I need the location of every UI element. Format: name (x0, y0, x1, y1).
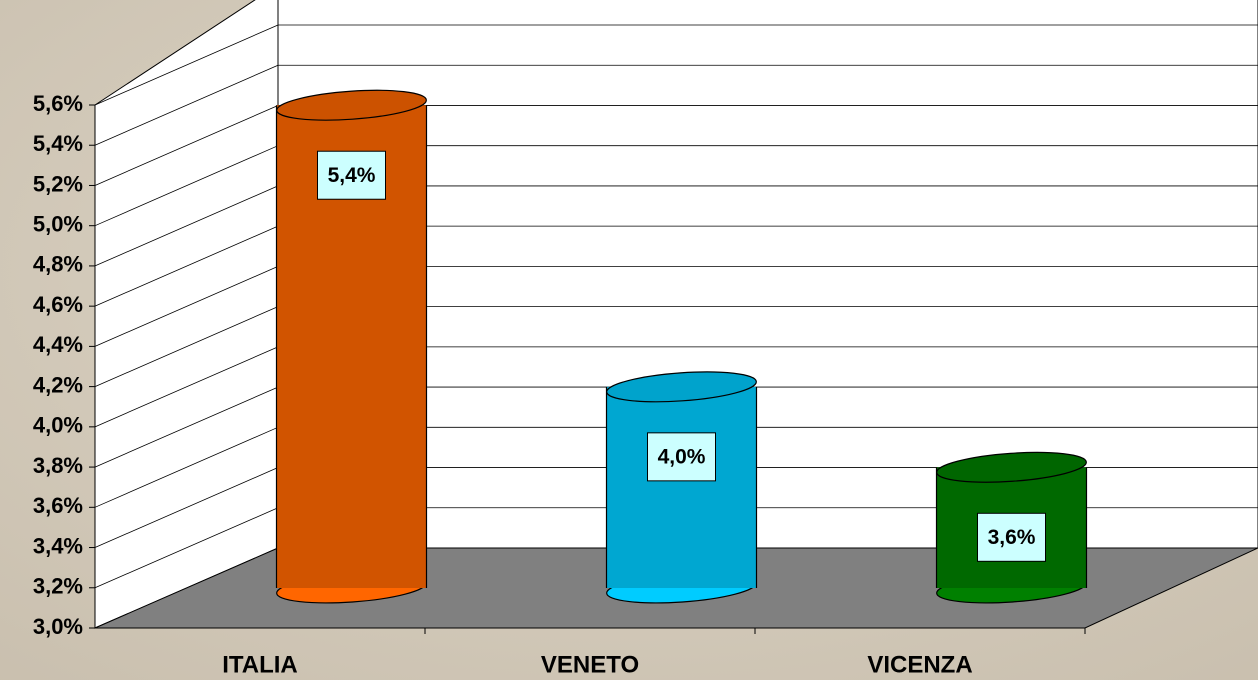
y-tick-label: 4,6% (33, 292, 83, 317)
grid-line (94, 185, 279, 267)
value-label-box (317, 150, 386, 200)
value-label: 4,0% (658, 445, 706, 468)
cylinder-top (606, 371, 757, 403)
y-tick-label: 3,6% (33, 493, 83, 518)
cylinder-shade (606, 386, 757, 588)
value-label-box (977, 512, 1046, 562)
y-tick-label: 5,2% (33, 171, 83, 196)
y-tick-label: 3,8% (33, 453, 83, 478)
grid-line (94, 426, 279, 508)
y-tick-label: 4,2% (33, 372, 83, 397)
value-label: 5,4% (328, 164, 376, 187)
y-tick-label: 3,0% (33, 614, 83, 639)
grid-line (94, 225, 279, 307)
grid-line (94, 306, 279, 387)
grid-line (94, 145, 279, 227)
grid-line (94, 507, 279, 589)
x-tick-label: VICENZA (867, 651, 972, 678)
grid-line (94, 105, 279, 186)
value-label: 3,6% (988, 526, 1036, 549)
side-wall (94, 0, 279, 629)
value-label-box (647, 432, 716, 482)
grid-line (94, 386, 279, 468)
grid-line (94, 467, 279, 548)
y-tick-label: 4,0% (33, 413, 83, 438)
y-tick-label: 4,4% (33, 332, 83, 357)
y-tick-label: 5,0% (33, 212, 83, 237)
x-tick-label: VENETO (541, 651, 639, 678)
y-tick-label: 5,4% (33, 131, 83, 156)
y-tick-label: 3,4% (33, 533, 83, 558)
grid-line (94, 266, 279, 347)
cylinder-top (936, 451, 1087, 483)
cylinder-top (276, 89, 427, 121)
y-tick-label: 5,6% (33, 91, 83, 116)
y-tick-label: 3,2% (33, 574, 83, 599)
grid-line (94, 24, 279, 106)
x-tick-label: ITALIA (222, 651, 298, 678)
y-tick-label: 4,8% (33, 252, 83, 277)
grid-line (94, 346, 279, 428)
grid-line (94, 64, 279, 146)
